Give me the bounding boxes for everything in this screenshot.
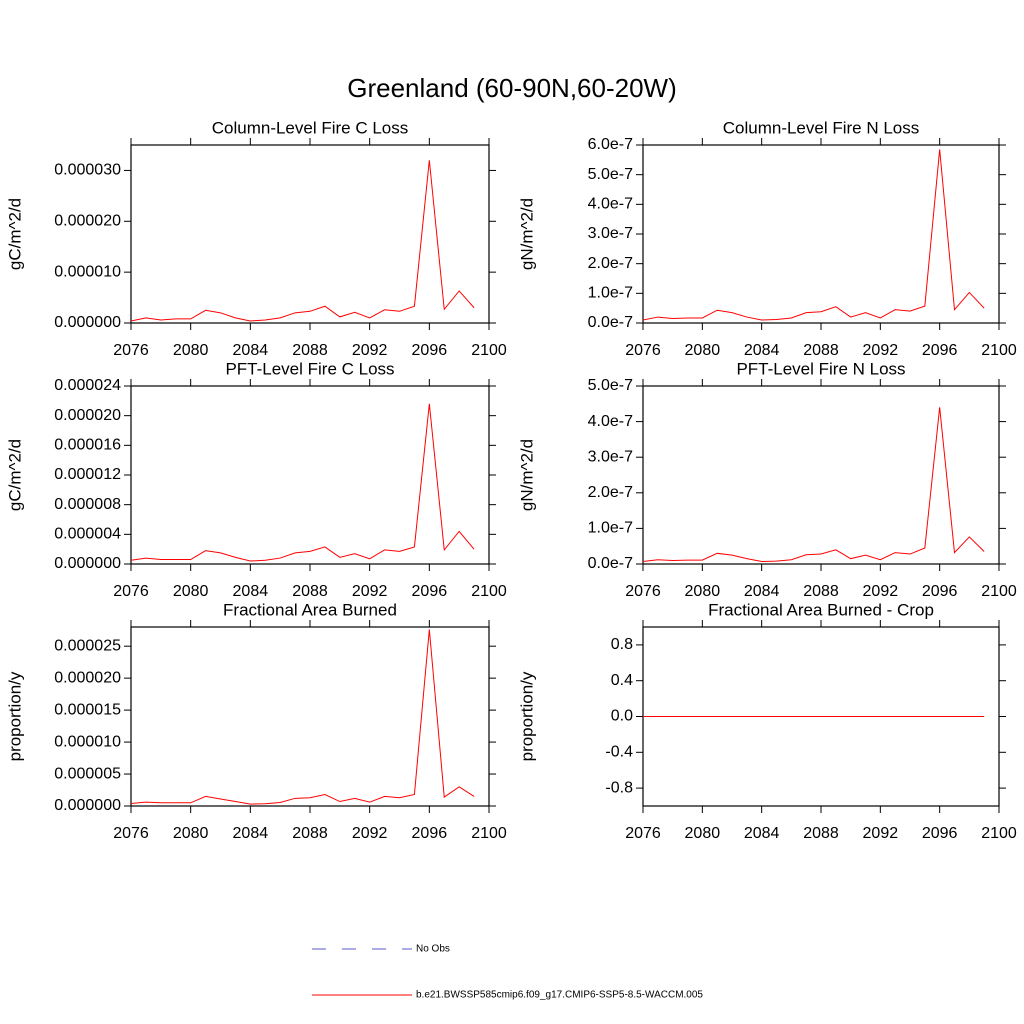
legend-label: No Obs	[416, 944, 450, 955]
x-tick-label: 2080	[173, 825, 209, 842]
x-tick-label: 2088	[292, 583, 328, 600]
y-tick-label: 0.4	[611, 672, 633, 689]
x-tick-label: 2096	[922, 583, 958, 600]
y-tick-label: 0.0e-7	[588, 555, 633, 572]
panel-title: Fractional Area Burned - Crop	[708, 600, 934, 619]
y-tick-label: 5.0e-7	[588, 377, 633, 394]
y-tick-label: 0.8	[611, 636, 633, 653]
y-axis-label: gC/m^2/d	[5, 198, 24, 270]
y-tick-label: 0.000020	[54, 669, 121, 686]
x-tick-label: 2084	[233, 825, 269, 842]
panel-title: PFT-Level Fire C Loss	[225, 359, 394, 378]
y-tick-label: 5.0e-7	[588, 166, 633, 183]
x-tick-label: 2088	[292, 825, 328, 842]
y-tick-label: 2.0e-7	[588, 255, 633, 272]
y-tick-label: -0.4	[605, 744, 633, 761]
y-tick-label: 0.000024	[54, 377, 121, 394]
x-tick-label: 2076	[625, 583, 661, 600]
y-tick-label: 0.000010	[54, 733, 121, 750]
y-tick-label: 0.000016	[54, 437, 121, 454]
data-line	[130, 629, 475, 805]
y-tick-label: 0.0	[611, 708, 633, 725]
y-tick-label: -0.8	[605, 779, 633, 796]
x-tick-label: 2088	[803, 825, 839, 842]
x-tick-label: 2076	[625, 825, 661, 842]
panel-title: Fractional Area Burned	[223, 600, 397, 619]
x-tick-label: 2092	[352, 583, 388, 600]
x-tick-label: 2084	[233, 342, 269, 359]
legend-label: b.e21.BWSSP585cmip6.f09_g17.CMIP6-SSP5-8…	[416, 990, 703, 1001]
y-tick-label: 0.000015	[54, 701, 121, 718]
x-tick-label: 2096	[412, 825, 448, 842]
x-tick-label: 2084	[744, 342, 780, 359]
panel-title: PFT-Level Fire N Loss	[736, 359, 905, 378]
y-tick-label: 3.0e-7	[588, 225, 633, 242]
x-tick-label: 2088	[803, 342, 839, 359]
x-tick-label: 2084	[744, 825, 780, 842]
y-tick-label: 0.000020	[54, 407, 121, 424]
x-tick-label: 2092	[352, 342, 388, 359]
y-tick-label: 1.0e-7	[588, 285, 633, 302]
y-tick-label: 0.000000	[54, 314, 121, 331]
x-tick-label: 2080	[685, 342, 721, 359]
y-axis-label: proportion/y	[517, 671, 536, 761]
x-tick-label: 2076	[113, 342, 149, 359]
y-tick-label: 0.000020	[54, 213, 121, 230]
x-tick-label: 2100	[471, 825, 507, 842]
x-tick-label: 2080	[173, 342, 209, 359]
y-tick-label: 0.000000	[54, 797, 121, 814]
x-tick-label: 2096	[412, 342, 448, 359]
x-tick-label: 2096	[922, 342, 958, 359]
x-tick-label: 2096	[922, 825, 958, 842]
x-tick-label: 2092	[863, 583, 899, 600]
data-line	[130, 160, 475, 322]
y-tick-label: 1.0e-7	[588, 520, 633, 537]
x-tick-label: 2100	[471, 342, 507, 359]
x-tick-label: 2100	[981, 583, 1017, 600]
x-tick-label: 2076	[625, 342, 661, 359]
y-axis-label: gN/m^2/d	[517, 439, 536, 511]
y-tick-label: 0.000010	[54, 263, 121, 280]
y-tick-label: 2.0e-7	[588, 484, 633, 501]
data-line	[130, 403, 475, 562]
x-tick-label: 2088	[803, 583, 839, 600]
y-tick-label: 0.0e-7	[588, 314, 633, 331]
y-tick-label: 4.0e-7	[588, 413, 633, 430]
figure-title: Greenland (60-90N,60-20W)	[347, 73, 677, 103]
y-tick-label: 0.000012	[54, 466, 121, 483]
x-tick-label: 2080	[173, 583, 209, 600]
x-tick-label: 2092	[863, 825, 899, 842]
data-line	[642, 407, 985, 563]
y-tick-label: 0.000008	[54, 496, 121, 513]
y-tick-label: 0.000005	[54, 765, 121, 782]
x-tick-label: 2092	[863, 342, 899, 359]
data-line	[642, 149, 985, 321]
x-tick-label: 2088	[292, 342, 328, 359]
x-tick-label: 2100	[471, 583, 507, 600]
y-tick-label: 3.0e-7	[588, 448, 633, 465]
x-tick-label: 2076	[113, 825, 149, 842]
x-tick-label: 2076	[113, 583, 149, 600]
x-tick-label: 2080	[685, 825, 721, 842]
y-tick-label: 0.000000	[54, 555, 121, 572]
panel-title: Column-Level Fire N Loss	[723, 118, 920, 137]
y-tick-label: 6.0e-7	[588, 136, 633, 153]
y-axis-label: gN/m^2/d	[517, 198, 536, 270]
x-tick-label: 2100	[981, 342, 1017, 359]
y-axis-label: proportion/y	[5, 671, 24, 761]
x-tick-label: 2100	[981, 825, 1017, 842]
y-tick-label: 4.0e-7	[588, 196, 633, 213]
x-tick-label: 2096	[412, 583, 448, 600]
y-tick-label: 0.000030	[54, 162, 121, 179]
x-tick-label: 2084	[744, 583, 780, 600]
y-axis-label: gC/m^2/d	[5, 439, 24, 511]
y-tick-label: 0.000025	[54, 637, 121, 654]
x-tick-label: 2092	[352, 825, 388, 842]
x-tick-label: 2080	[685, 583, 721, 600]
x-tick-label: 2084	[233, 583, 269, 600]
y-tick-label: 0.000004	[54, 526, 121, 543]
panel-title: Column-Level Fire C Loss	[212, 118, 409, 137]
